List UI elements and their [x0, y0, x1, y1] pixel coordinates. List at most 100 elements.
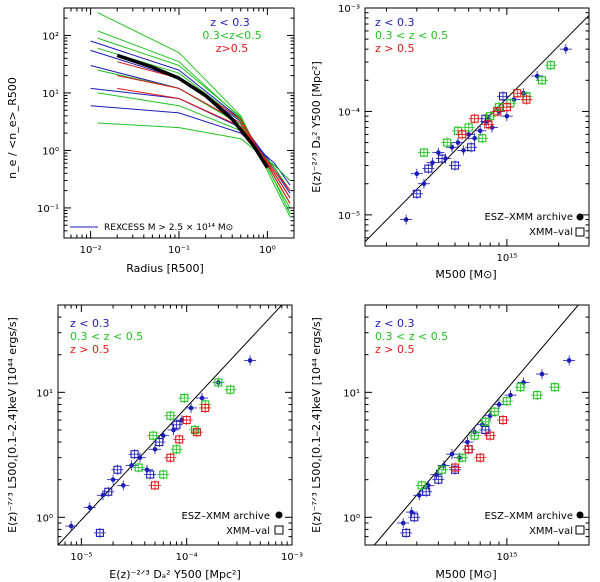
axis-ticks: 10⁻² 10⁻¹ 10⁰ 10⁻¹ 10⁰ 10¹ 10²: [37, 7, 295, 256]
y-axis-title: n_e / <n_e>_R500: [6, 77, 19, 179]
data-point-dot: [421, 181, 427, 187]
data-point-dot: [188, 405, 194, 411]
profile-line: [90, 105, 291, 186]
axis-ticks: 10¹⁵ 10⁻⁵ 10⁻⁴ 10⁻³: [338, 4, 590, 264]
data-point-square: [190, 425, 200, 434]
data-point-dot: [563, 46, 569, 52]
y-tick-label: 10⁻¹: [37, 204, 59, 215]
data-point-dot: [436, 150, 441, 155]
legend-high-z: z>0.5: [216, 42, 248, 55]
data-point-square: [478, 134, 487, 143]
relation-line: [58, 305, 283, 545]
marker-legend-dot: [275, 511, 283, 519]
data-point-square: [150, 481, 160, 490]
y-axis-title: E(z)⁻⁷ᐟ³ L500,[0.1–2.4]keV [10⁴⁴ ergs/s]: [310, 317, 323, 533]
data-point-square: [443, 138, 452, 147]
data-point-dot: [129, 463, 134, 468]
data-point-square: [424, 164, 433, 173]
legend-mid-z: 0.3<z<0.5: [202, 29, 261, 42]
data-point-square: [104, 487, 113, 496]
data-point-square: [481, 417, 490, 426]
y-tick-label: 10⁰: [343, 513, 360, 524]
annotation-label: REXCESS M > 2.5 × 10¹⁴ M⊙: [104, 223, 233, 233]
x-tick-label: 10⁻²: [80, 245, 102, 256]
profile-line: [117, 75, 291, 199]
data-point-dot: [137, 455, 143, 460]
marker-legend-square: [575, 227, 585, 237]
y-tick-label: 10²: [42, 31, 59, 42]
x-tick-label: 10⁻³: [281, 552, 303, 563]
data-point-dot: [472, 135, 477, 141]
data-point-dot: [414, 171, 420, 177]
data-point-dot: [449, 451, 455, 457]
plot-area: [58, 305, 283, 545]
plot-area: [90, 12, 291, 218]
legend-high-z: z > 0.5: [70, 343, 109, 356]
y-tick-label: 10⁻⁵: [338, 211, 360, 222]
x-tick-label: 10¹⁵: [496, 552, 517, 563]
data-point-dot: [461, 148, 466, 153]
profile-line: [90, 40, 291, 204]
relation-line: [365, 14, 589, 243]
data-point-dot: [247, 358, 253, 363]
data-point-square: [533, 391, 542, 400]
data-point-dot: [496, 402, 502, 407]
marker-legend-square: [274, 525, 284, 535]
data-point-dot: [455, 140, 461, 145]
y-tick-label: 10⁰: [42, 146, 59, 157]
data-point-square: [134, 463, 143, 472]
data-point-square: [437, 465, 447, 474]
data-point-dot: [87, 505, 93, 510]
x-tick-label: 10⁻⁵: [70, 552, 92, 563]
data-point-dot: [539, 371, 545, 377]
marker-legend-xmm-val: XMM–val: [529, 227, 573, 238]
data-point-square: [172, 420, 181, 429]
data-point-square: [513, 89, 522, 98]
panel-l-vs-m: 10¹⁵ 10⁰ 10¹ M500 [M⊙] E(z)⁻⁷ᐟ³ L500,[0.1–…: [310, 304, 590, 581]
data-point-dot: [504, 113, 510, 119]
x-tick-label: 10⁻¹: [168, 245, 190, 256]
data-point-square: [417, 481, 426, 490]
data-point-dot: [466, 132, 471, 137]
data-point-square: [502, 103, 511, 112]
data-point-square: [486, 431, 495, 440]
data-point-square: [502, 397, 511, 406]
data-point-square: [476, 453, 485, 462]
data-point-square: [481, 114, 490, 123]
data-point-dot: [508, 392, 513, 398]
marker-legend-archive: ESZ–XMM archive: [484, 212, 573, 223]
data-point-square: [155, 438, 164, 447]
data-point-square: [437, 154, 447, 163]
y-tick-label: 10⁰: [36, 513, 53, 524]
x-axis-title: M500 [M⊙]: [435, 268, 496, 281]
profile-line: [97, 37, 291, 214]
profile-line: [90, 87, 291, 199]
scatter-points: [58, 305, 283, 545]
marker-legend-xmm-val: XMM–val: [529, 526, 573, 537]
data-point-square: [434, 475, 443, 484]
data-point-square: [192, 428, 201, 437]
legend-low-z: z < 0.3: [70, 317, 109, 330]
legend-low-z: z < 0.3: [375, 317, 414, 330]
plot-area: [373, 305, 579, 545]
panel-l-vs-y: 10⁻⁵ 10⁻⁴ 10⁻³ 10⁰ 10¹ E(z)⁻²ᐟ³ Dₐ² Y500 [Mp…: [6, 304, 303, 581]
plot-area: [365, 14, 589, 243]
axis-ticks: 10⁻⁵ 10⁻⁴ 10⁻³ 10⁰ 10¹: [36, 304, 303, 563]
profile-line: [97, 122, 291, 181]
data-point-square: [467, 143, 476, 152]
marker-legend-dot: [576, 213, 584, 221]
legend-mid-z: 0.3 < z < 0.5: [375, 330, 448, 343]
data-point-dot: [110, 477, 116, 482]
data-point-square: [402, 528, 411, 537]
data-point-square: [412, 189, 421, 198]
legend-low-z: z < 0.3: [375, 16, 414, 29]
data-point-dot: [403, 217, 409, 222]
data-point-square: [464, 123, 473, 132]
legend-low-z: z < 0.3: [210, 16, 249, 29]
data-point-dot: [566, 358, 572, 363]
legend-high-z: z > 0.5: [375, 42, 414, 55]
panel-profiles: 10⁻² 10⁻¹ 10⁰ 10⁻¹ 10⁰ 10¹ 10² Radius [R500] n…: [6, 7, 295, 275]
data-point-square: [550, 383, 559, 392]
data-point-square: [182, 416, 191, 425]
